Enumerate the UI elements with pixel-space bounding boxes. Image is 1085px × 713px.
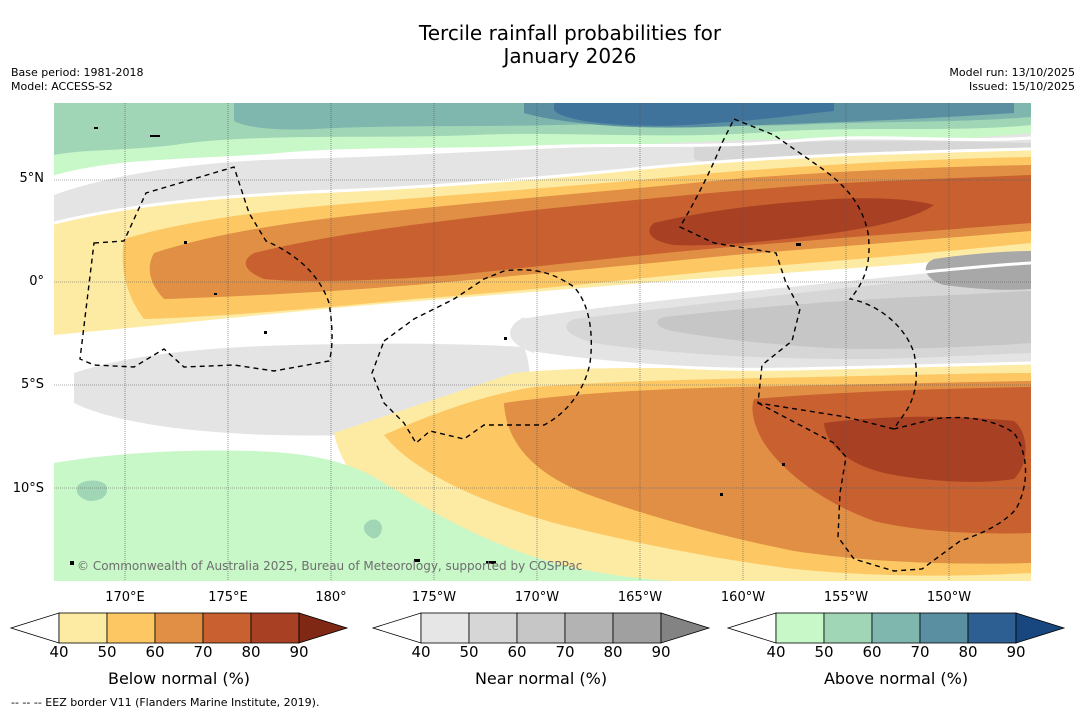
lon-label-150w: 150°W <box>926 590 972 605</box>
map-title: Tercile rainfall probabilities for Janua… <box>0 22 1085 68</box>
lon-label-155w: 155°W <box>823 590 869 605</box>
colorbar-1-segment-5 <box>612 612 662 644</box>
colorbar-1-segment-2 <box>468 612 518 644</box>
copyright-notice: © Commonwealth of Australia 2025, Bureau… <box>77 559 583 573</box>
colorbar-2-over-triangle <box>1015 612 1066 644</box>
cb0-tick-50: 50 <box>97 643 117 661</box>
cb0-tick-90: 90 <box>289 643 309 661</box>
cb0-tick-70: 70 <box>193 643 213 661</box>
region-above-north-80 <box>554 103 834 126</box>
cb1-tick-90: 90 <box>651 643 671 661</box>
model-run: Model run: 13/10/2025 <box>949 66 1075 79</box>
colorbar-0-over-triangle <box>298 612 349 644</box>
issued-date: Issued: 15/10/2025 <box>968 80 1075 93</box>
cb1-tick-40: 40 <box>411 643 431 661</box>
title-line-2: January 2026 <box>503 44 637 68</box>
colorbar-label-above: Above normal (%) <box>823 669 969 688</box>
region-above-south-small <box>76 480 108 501</box>
cb2-tick-60: 60 <box>862 643 882 661</box>
lon-label-180: 180° <box>315 590 347 605</box>
colorbar-1-over-triangle <box>660 612 711 644</box>
title-line-1: Tercile rainfall probabilities for <box>418 21 722 45</box>
colorbar-0-under-triangle <box>9 612 60 644</box>
colorbar-2-segment-1 <box>775 612 825 644</box>
lat-label-5n: 5°N <box>19 171 45 186</box>
cb1-tick-60: 60 <box>507 643 527 661</box>
colorbar-1-segment-1 <box>420 612 470 644</box>
lat-label-5s: 5°S <box>20 377 44 392</box>
region-below-south-80 <box>824 416 1026 482</box>
lon-label-175w: 175°W <box>411 590 457 605</box>
colorbar-2-segment-2 <box>823 612 873 644</box>
colorbar-label-below: Below normal (%) <box>107 669 251 688</box>
colorbar-near-normal <box>371 612 711 644</box>
colorbar-1-segment-3 <box>516 612 566 644</box>
cb0-tick-40: 40 <box>49 643 69 661</box>
lon-label-175e: 175°E <box>208 590 248 605</box>
graticule <box>54 103 1031 581</box>
lon-label-170e: 170°E <box>105 590 145 605</box>
cb2-tick-70: 70 <box>910 643 930 661</box>
cb2-tick-50: 50 <box>814 643 834 661</box>
colorbar-0-segment-3 <box>154 612 204 644</box>
meta-right: Model run: 13/10/2025 Issued: 15/10/2025 <box>949 66 1075 94</box>
lat-label-10s: 10°S <box>12 481 44 496</box>
region-above-south <box>54 450 674 581</box>
colorbar-1-under-triangle <box>371 612 422 644</box>
colorbar-below-normal <box>9 612 349 644</box>
region-above-south-small-2 <box>363 519 382 539</box>
colorbar-above-normal <box>726 612 1066 644</box>
base-period: Base period: 1981-2018 <box>11 66 144 79</box>
colorbar-2-segment-4 <box>919 612 969 644</box>
probability-map-svg <box>54 103 1031 581</box>
cb0-tick-80: 80 <box>241 643 261 661</box>
colorbar-2-segment-3 <box>871 612 921 644</box>
cb2-tick-90: 90 <box>1006 643 1026 661</box>
cb1-tick-50: 50 <box>459 643 479 661</box>
lat-label-0: 0° <box>29 274 44 289</box>
eez-footnote: -- -- -- EEZ border V11 (Flanders Marine… <box>11 696 320 709</box>
lon-label-160w: 160°W <box>720 590 766 605</box>
cb1-tick-70: 70 <box>555 643 575 661</box>
colorbar-2-segment-5 <box>967 612 1017 644</box>
probability-map <box>54 103 1031 581</box>
colorbar-0-segment-2 <box>106 612 156 644</box>
region-below-eq-80 <box>649 198 934 246</box>
lon-label-170w: 170°W <box>514 590 560 605</box>
colorbar-1-segment-4 <box>564 612 614 644</box>
region-near-south-70 <box>925 251 1031 290</box>
island-dots <box>70 127 801 565</box>
model-name: Model: ACCESS-S2 <box>11 80 113 93</box>
cb2-tick-80: 80 <box>958 643 978 661</box>
meta-left: Base period: 1981-2018 Model: ACCESS-S2 <box>11 66 143 94</box>
region-near-south-60 <box>657 291 1031 349</box>
lon-label-165w: 165°W <box>617 590 663 605</box>
colorbar-0-segment-4 <box>202 612 252 644</box>
colorbars-svg <box>9 612 1066 644</box>
cb1-tick-80: 80 <box>603 643 623 661</box>
colorbar-0-segment-5 <box>250 612 300 644</box>
colorbar-2-under-triangle <box>726 612 777 644</box>
cb0-tick-60: 60 <box>145 643 165 661</box>
eez-borders <box>79 118 1027 572</box>
cb2-tick-40: 40 <box>766 643 786 661</box>
colorbar-label-near: Near normal (%) <box>474 669 608 688</box>
colorbar-0-segment-1 <box>58 612 108 644</box>
probability-contours <box>54 136 1031 371</box>
